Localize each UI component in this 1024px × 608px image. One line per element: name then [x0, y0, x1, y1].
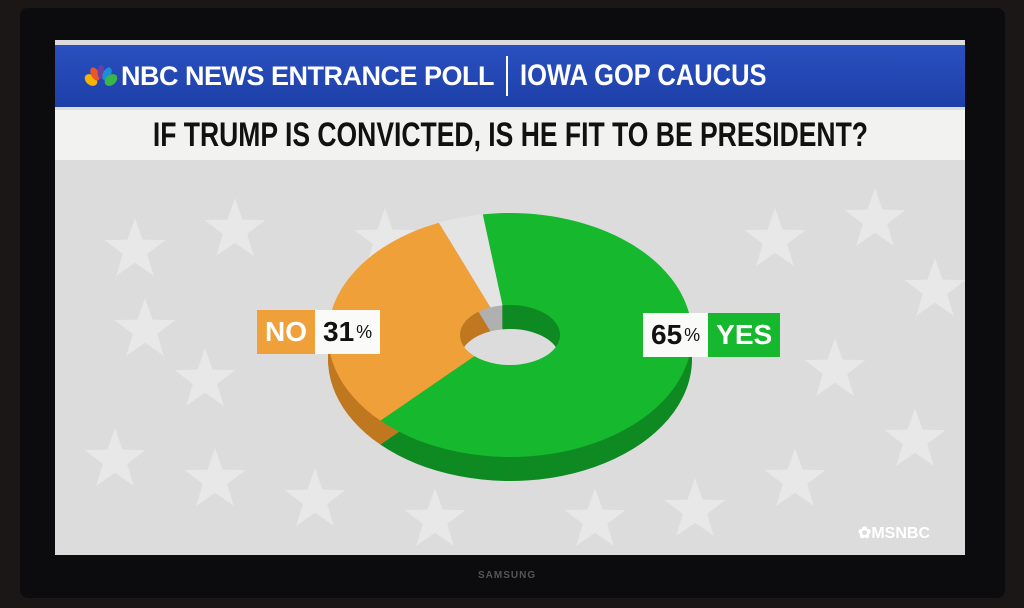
chart-title: IF TRUMP IS CONVICTED, IS HE FIT TO BE P…	[152, 115, 868, 154]
label-no-value: 31%	[315, 310, 381, 354]
star-icon	[204, 198, 266, 256]
star-icon	[764, 448, 826, 506]
no-percent: 31	[323, 316, 355, 347]
star-icon	[404, 488, 466, 546]
star-icon	[664, 478, 726, 536]
star-icon	[844, 188, 906, 246]
header-banner: NBC NEWS ENTRANCE POLL IOWA GOP CAUCUS	[55, 45, 965, 107]
star-icon	[354, 208, 416, 266]
nbc-peacock-icon	[84, 65, 118, 86]
star-icon	[84, 428, 146, 486]
yes-percent: 65	[651, 319, 683, 350]
label-no-tag: NO	[257, 310, 315, 354]
question-bar: IF TRUMP IS CONVICTED, IS HE FIT TO BE P…	[55, 110, 965, 160]
star-icon	[804, 338, 866, 396]
label-yes: 65% YES	[643, 313, 781, 357]
network-name: MSNBC	[871, 525, 930, 542]
tv-brand: SAMSUNG	[478, 570, 537, 581]
banner-brand: NBC NEWS ENTRANCE POLL	[121, 60, 495, 91]
divider	[506, 56, 508, 96]
star-icon	[104, 218, 166, 276]
slice-other	[438, 214, 503, 308]
label-no: NO 31%	[257, 310, 381, 354]
star-icon	[564, 488, 626, 546]
donut-chart	[328, 213, 693, 481]
star-icon	[744, 208, 806, 266]
peacock-mini-icon: ✿	[857, 525, 872, 542]
star-icon	[284, 468, 346, 526]
slice-yes	[380, 213, 692, 457]
percent-sign: %	[684, 324, 701, 345]
star-icon	[884, 408, 946, 466]
star-background	[84, 188, 965, 546]
label-yes-value: 65%	[643, 313, 709, 357]
percent-sign: %	[356, 321, 373, 342]
label-yes-tag: YES	[708, 313, 781, 357]
msnbc-logo: ✿MSNBC	[858, 523, 930, 543]
star-icon	[114, 298, 176, 356]
slice-no	[328, 222, 491, 421]
banner-event: IOWA GOP CAUCUS	[520, 59, 767, 92]
star-icon	[904, 258, 965, 316]
tv-screen: NBC NEWS ENTRANCE POLL IOWA GOP CAUCUS I…	[55, 40, 965, 555]
star-icon	[174, 348, 236, 406]
star-icon	[184, 448, 246, 506]
